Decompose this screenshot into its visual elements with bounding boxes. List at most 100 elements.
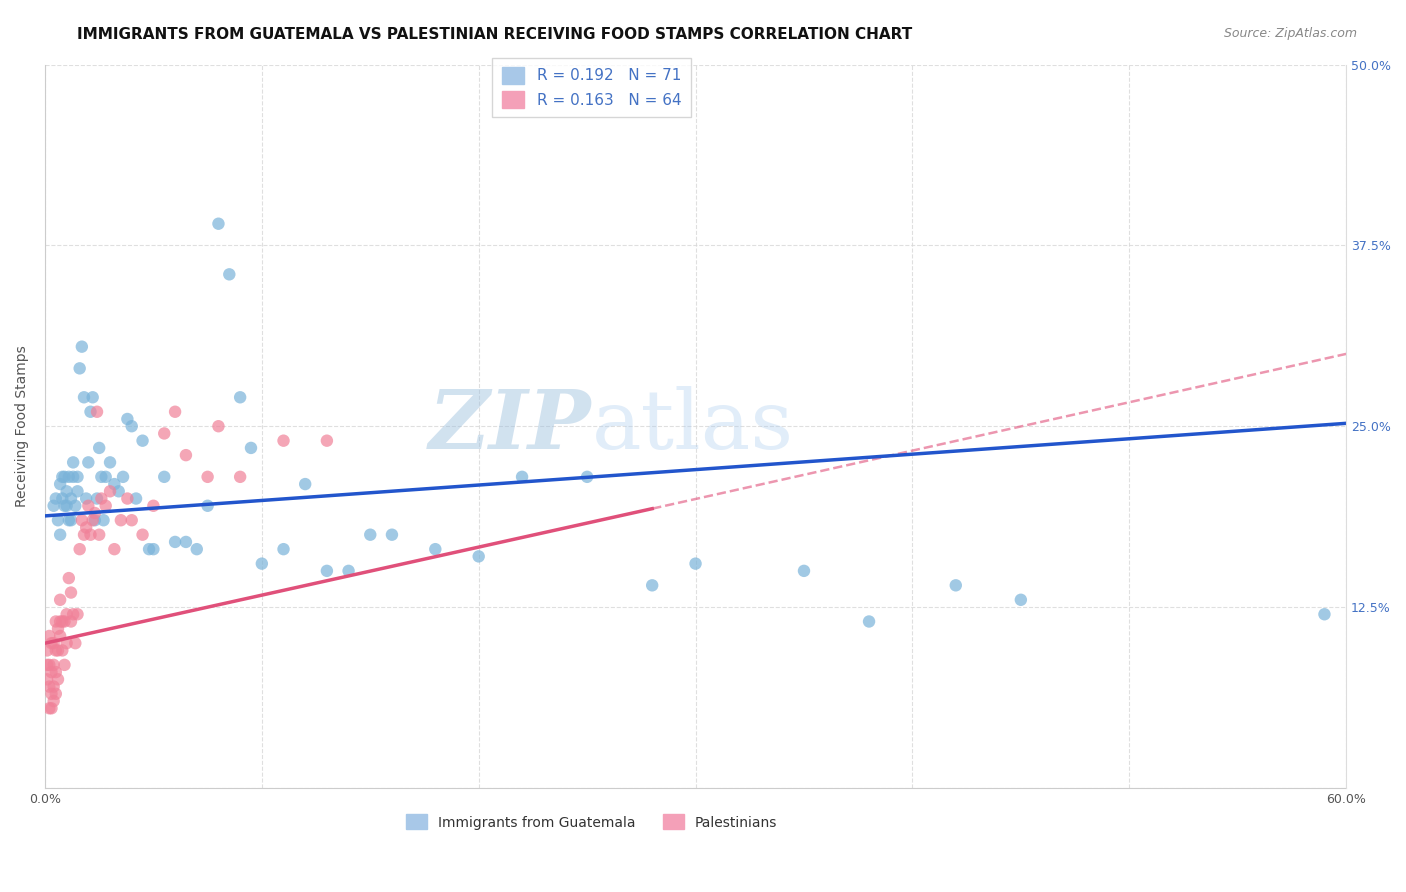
Point <box>42 636 65 650</box>
Point <box>51 643 73 657</box>
Point <box>138 542 160 557</box>
Point <box>46 622 69 636</box>
Point <box>41 665 63 679</box>
Point <box>45 491 67 506</box>
Point <box>207 217 229 231</box>
Point <box>77 455 100 469</box>
Point <box>37 673 59 687</box>
Point <box>98 484 121 499</box>
Point <box>62 470 84 484</box>
Point <box>69 542 91 557</box>
Point <box>250 557 273 571</box>
Point <box>55 607 77 622</box>
Point <box>77 499 100 513</box>
Point <box>55 484 77 499</box>
Point <box>41 701 63 715</box>
Text: IMMIGRANTS FROM GUATEMALA VS PALESTINIAN RECEIVING FOOD STAMPS CORRELATION CHART: IMMIGRANTS FROM GUATEMALA VS PALESTINIAN… <box>77 27 912 42</box>
Point <box>49 629 72 643</box>
Point <box>110 513 132 527</box>
Point <box>121 419 143 434</box>
Point <box>59 585 82 599</box>
Point <box>37 657 59 672</box>
Point <box>229 390 252 404</box>
Point <box>186 542 208 557</box>
Point <box>42 499 65 513</box>
Point <box>131 434 153 448</box>
Point <box>685 557 707 571</box>
Point <box>218 268 240 282</box>
Point <box>70 340 93 354</box>
Point <box>240 441 263 455</box>
Point <box>576 470 599 484</box>
Point <box>165 405 187 419</box>
Point <box>98 455 121 469</box>
Point <box>315 564 337 578</box>
Point <box>121 513 143 527</box>
Point <box>510 470 533 484</box>
Point <box>58 571 80 585</box>
Point <box>142 499 165 513</box>
Point <box>65 636 87 650</box>
Point <box>51 491 73 506</box>
Point <box>89 441 111 455</box>
Point <box>58 470 80 484</box>
Point <box>38 629 60 643</box>
Point <box>107 484 129 499</box>
Point <box>38 701 60 715</box>
Point <box>793 564 815 578</box>
Point <box>94 499 117 513</box>
Point <box>131 527 153 541</box>
Point <box>83 506 105 520</box>
Point <box>79 405 101 419</box>
Y-axis label: Receiving Food Stamps: Receiving Food Stamps <box>15 345 30 507</box>
Point <box>46 673 69 687</box>
Point <box>53 615 76 629</box>
Text: atlas: atlas <box>592 386 793 467</box>
Point <box>69 361 91 376</box>
Point <box>62 607 84 622</box>
Point <box>53 499 76 513</box>
Point <box>337 564 360 578</box>
Point <box>90 491 112 506</box>
Point <box>37 643 59 657</box>
Point <box>53 657 76 672</box>
Point <box>467 549 489 564</box>
Point <box>65 499 87 513</box>
Point <box>41 687 63 701</box>
Point <box>174 448 197 462</box>
Point <box>42 680 65 694</box>
Point <box>38 680 60 694</box>
Point <box>273 542 295 557</box>
Point <box>79 527 101 541</box>
Point <box>49 592 72 607</box>
Point <box>90 470 112 484</box>
Point <box>425 542 447 557</box>
Point <box>73 527 96 541</box>
Point <box>42 657 65 672</box>
Point <box>55 636 77 650</box>
Point <box>51 615 73 629</box>
Point <box>641 578 664 592</box>
Point <box>66 484 89 499</box>
Point <box>294 477 316 491</box>
Point <box>42 694 65 708</box>
Point <box>45 643 67 657</box>
Point <box>73 390 96 404</box>
Point <box>1010 592 1032 607</box>
Text: ZIP: ZIP <box>429 386 592 467</box>
Point <box>45 687 67 701</box>
Point <box>59 513 82 527</box>
Point <box>53 470 76 484</box>
Point <box>165 535 187 549</box>
Point <box>70 513 93 527</box>
Point <box>207 419 229 434</box>
Point <box>46 513 69 527</box>
Point <box>75 520 97 534</box>
Point <box>197 499 219 513</box>
Legend: Immigrants from Guatemala, Palestinians: Immigrants from Guatemala, Palestinians <box>401 809 783 835</box>
Point <box>1313 607 1336 622</box>
Text: Source: ZipAtlas.com: Source: ZipAtlas.com <box>1223 27 1357 40</box>
Point <box>86 491 108 506</box>
Point <box>41 636 63 650</box>
Point <box>103 477 125 491</box>
